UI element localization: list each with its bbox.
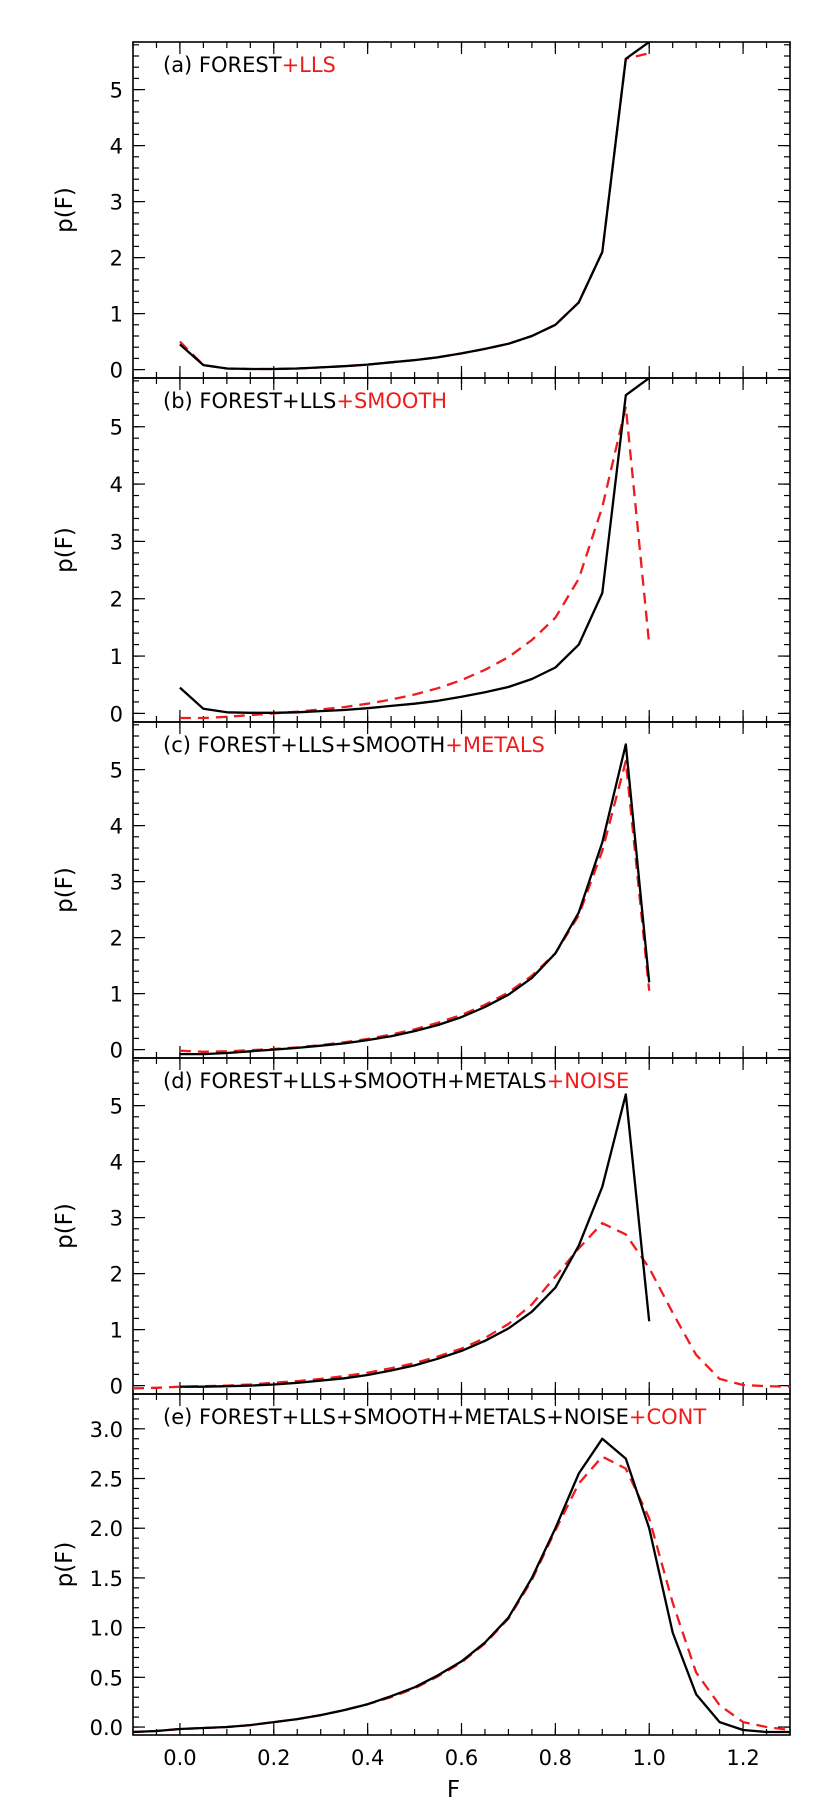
panel-title-base: (a) FOREST xyxy=(163,53,282,77)
x-tick-label: 1.2 xyxy=(726,1746,759,1770)
y-tick-label: 0 xyxy=(110,702,123,726)
y-tick-label: 3 xyxy=(110,871,123,895)
plot-frame xyxy=(132,721,791,1059)
y-tick-label: 4 xyxy=(110,135,123,159)
x-tick-label: 0.8 xyxy=(539,1746,572,1770)
panel-e: 0.0 0.5 1.0 1.5 2.0 2.5 3.0 0.0 0.2 0.4 0.6 0.8 1.0 1… xyxy=(52,1393,791,1803)
y-tick-label: 1 xyxy=(110,303,123,327)
plot-frame xyxy=(132,377,791,723)
series-line-dashed xyxy=(179,52,650,371)
y-tick-label: 0 xyxy=(110,359,123,383)
y-tick-label: 3 xyxy=(110,1207,123,1231)
y-axis-label: p(F) xyxy=(52,1203,78,1249)
panel-d: 0 1 2 3 4 5 p(F) (d) FOREST+LLS+SMOOTH+METALS+N… xyxy=(52,1057,791,1399)
panel-title-added: +LLS xyxy=(282,53,336,77)
y-tick-label: 0 xyxy=(110,1039,123,1063)
y-tick-label: 1.0 xyxy=(90,1617,123,1641)
y-tick-label: 4 xyxy=(110,473,123,497)
series-line-solid xyxy=(179,378,650,714)
y-tick-label: 2.5 xyxy=(90,1468,123,1492)
y-tick-label: 3.0 xyxy=(90,1418,123,1442)
y-tick-label: 5 xyxy=(110,79,123,103)
y-tick-label: 1 xyxy=(110,645,123,669)
plot-frame xyxy=(132,41,791,379)
series-line-dashed xyxy=(179,405,651,720)
series-line-solid xyxy=(179,743,651,1056)
y-tick-label: 2 xyxy=(110,927,123,951)
panel-title: (e) FOREST+LLS+SMOOTH+METALS+NOISE+CONT xyxy=(163,1405,706,1429)
y-tick-label: 2 xyxy=(110,247,123,271)
panel-title: (c) FOREST+LLS+SMOOTH+METALS xyxy=(163,733,545,757)
y-tick-label: 3 xyxy=(110,530,123,554)
x-tick-label: 1.0 xyxy=(633,1746,666,1770)
series-line-dashed xyxy=(133,1222,790,1390)
y-tick-label: 5 xyxy=(110,759,123,783)
x-tick-label: 0.2 xyxy=(257,1746,290,1770)
panel-c: 0 1 2 3 4 5 p(F) (c) FOREST+LLS+SMOOTH+METALS xyxy=(52,721,791,1063)
panel-title: (a) FOREST+LLS xyxy=(163,53,336,77)
y-tick-label: 0.5 xyxy=(90,1666,123,1690)
x-tick-label: 0.0 xyxy=(163,1746,196,1770)
series-line-dashed xyxy=(133,1455,790,1734)
y-tick-label: 0.0 xyxy=(90,1716,123,1740)
y-tick-label: 2 xyxy=(110,1263,123,1287)
panel-title-added: +SMOOTH xyxy=(336,389,447,413)
y-tick-label: 2 xyxy=(110,588,123,612)
y-tick-label: 1.5 xyxy=(90,1567,123,1591)
panel-title: (d) FOREST+LLS+SMOOTH+METALS+NOISE xyxy=(163,1069,629,1093)
series-line-solid xyxy=(133,1437,790,1734)
y-tick-label: 4 xyxy=(110,1151,123,1175)
y-tick-label: 3 xyxy=(110,191,123,215)
y-axis-label: p(F) xyxy=(52,867,78,913)
y-axis-label: p(F) xyxy=(52,527,78,573)
y-tick-label: 1 xyxy=(110,983,123,1007)
y-tick-label: 0 xyxy=(110,1375,123,1399)
panel-title-base: (d) FOREST+LLS+SMOOTH+METALS xyxy=(163,1069,547,1093)
y-tick-label: 5 xyxy=(110,1095,123,1119)
panel-title-added: +NOISE xyxy=(547,1069,630,1093)
y-tick-label: 2.0 xyxy=(90,1517,123,1541)
panel-title-added: +METALS xyxy=(445,733,545,757)
plot-frame xyxy=(132,1057,791,1395)
y-tick-label: 5 xyxy=(110,416,123,440)
panel-title-base: (b) FOREST+LLS xyxy=(163,389,336,413)
series-line-dashed xyxy=(179,760,651,1053)
panel-title-base: (e) FOREST+LLS+SMOOTH+METALS+NOISE xyxy=(163,1405,629,1429)
y-tick-label: 4 xyxy=(110,815,123,839)
panel-title-base: (c) FOREST+LLS+SMOOTH xyxy=(163,733,445,757)
x-axis-label: F xyxy=(447,1777,460,1803)
panel-title-added: +CONT xyxy=(629,1405,706,1429)
series-line-solid xyxy=(179,42,650,371)
series-line-solid xyxy=(179,1093,651,1388)
panel-b: 0 1 2 3 4 5 p(F) (b) FOREST+LLS+SMOOTH xyxy=(52,377,791,726)
y-tick-label: 1 xyxy=(110,1319,123,1343)
y-axis-label: p(F) xyxy=(52,1542,78,1588)
x-tick-label: 0.6 xyxy=(445,1746,478,1770)
y-axis-label: p(F) xyxy=(52,187,78,233)
x-tick-label: 0.4 xyxy=(351,1746,384,1770)
panel-a: 0 1 2 3 4 5 p(F) (a) FOREST+LLS xyxy=(52,41,791,383)
panel-title: (b) FOREST+LLS+SMOOTH xyxy=(163,389,447,413)
